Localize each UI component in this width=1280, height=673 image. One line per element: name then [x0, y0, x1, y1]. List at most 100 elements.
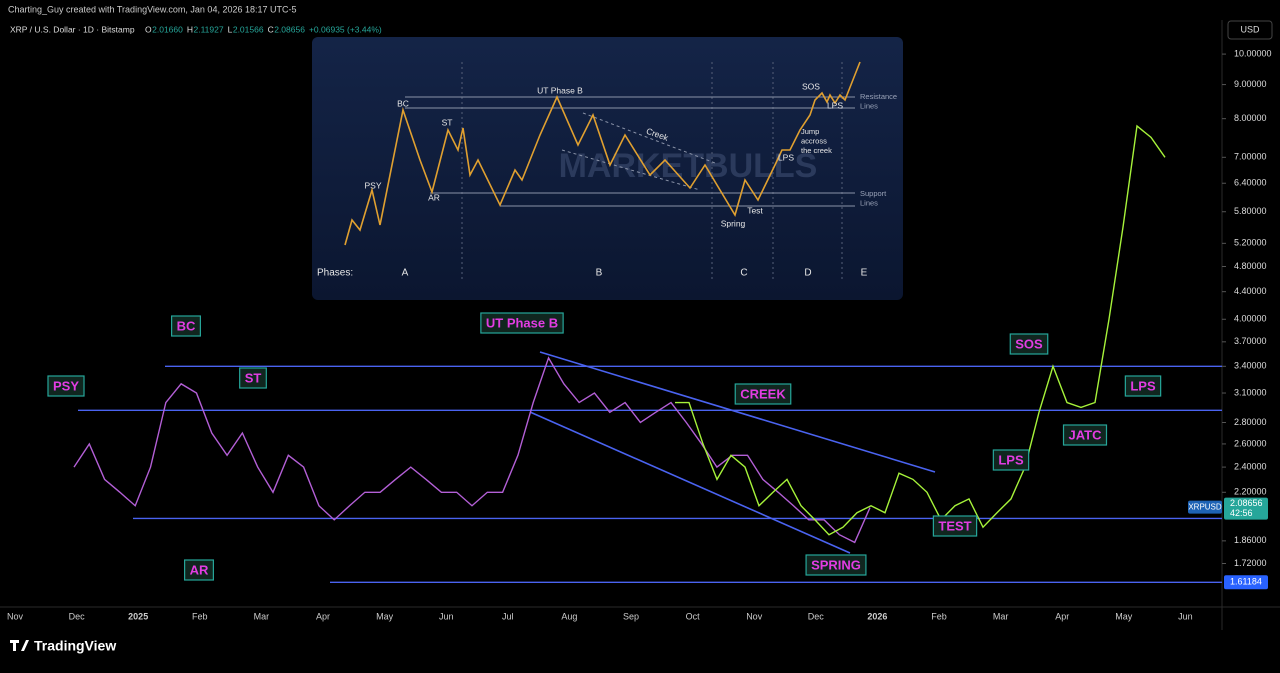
x-tick-label: 2025: [128, 611, 148, 621]
symbol-header: XRP / U.S. Dollar · 1D · Bitstamp O 2.016…: [10, 24, 382, 34]
annotation-box: [1062, 424, 1108, 446]
schematic-label: LPS: [827, 100, 843, 110]
schematic-label: SOS: [802, 81, 820, 91]
schematic-note: the creek: [801, 146, 832, 155]
y-tick-label: 5.80000: [1234, 206, 1267, 216]
ohlc-part: 2.01660: [152, 24, 183, 34]
ohlc-part: C: [268, 24, 274, 34]
phase: C: [740, 268, 747, 279]
trend-lines: [529, 351, 936, 554]
annotation: UT Phase B: [486, 315, 558, 330]
y-tick-label: 8.00000: [1234, 113, 1267, 123]
y-tick-label: 7.00000: [1234, 152, 1267, 162]
phase: A: [402, 268, 409, 279]
annotation-box: [47, 375, 85, 397]
y-tick-label: 4.00000: [1234, 314, 1267, 324]
y-tick-label: 1.72000: [1234, 558, 1267, 568]
schematic-note: Resistance: [860, 92, 897, 101]
schematic-label: UT Phase B: [537, 85, 583, 95]
footer: TradingView: [10, 638, 116, 654]
y-tick-label: 3.70000: [1234, 336, 1267, 346]
annotation: SOS: [1015, 336, 1043, 351]
annotation: CREEK: [740, 386, 786, 401]
schematic-note: Support: [860, 189, 887, 198]
annotation-box: [734, 383, 792, 405]
annotation-box: [1124, 375, 1162, 397]
schematic-label: ST: [442, 117, 453, 127]
x-tick-label: Apr: [316, 611, 330, 621]
x-tick-label: Sep: [623, 611, 639, 621]
x-tick-label: Jun: [439, 611, 454, 621]
annotation: TEST: [938, 518, 971, 533]
symbol-box: [1188, 500, 1222, 514]
x-tick-label: Mar: [254, 611, 270, 621]
y-tick-label: 2.20000: [1234, 487, 1267, 497]
x-tick-label: Feb: [192, 611, 208, 621]
y-tick-label: 3.40000: [1234, 361, 1267, 371]
x-tick-label: Dec: [808, 611, 825, 621]
inset-lines: [405, 96, 855, 207]
schematic-note: Jump: [801, 127, 819, 136]
price-line: [675, 124, 1166, 536]
y-tick-label: 6.40000: [1234, 178, 1267, 188]
price-label: 2.08656: [1230, 498, 1263, 508]
ohlc-part: 2.08656: [274, 24, 305, 34]
y-tick-label: 4.80000: [1234, 261, 1267, 271]
price-line: [73, 356, 871, 544]
x-tick-label: Apr: [1055, 611, 1069, 621]
annotations: PSY BC ST AR UT Phase B CREEK SOS LPS JATC LPS TES…: [47, 312, 1162, 581]
schematic-label: Spring: [721, 218, 746, 228]
x-tick-label: Nov: [746, 611, 763, 621]
symbol-label: XRPUSD: [1188, 503, 1222, 512]
annotation: LPS: [998, 452, 1024, 467]
plot: [73, 124, 1222, 584]
created-note: Charting_Guy created with TradingView.co…: [8, 4, 297, 14]
annotation-box: [1009, 333, 1049, 355]
y-tick-label: 3.10000: [1234, 387, 1267, 397]
symbol: XRP / U.S. Dollar · 1D · Bitstamp: [10, 24, 135, 34]
currency-button[interactable]: [1227, 20, 1273, 40]
y-tick-label: 2.80000: [1234, 417, 1267, 427]
phases-title: Phases:: [317, 268, 353, 279]
phase-dividers: [461, 62, 843, 280]
x-tick-label: May: [1115, 611, 1133, 621]
annotation: ST: [245, 370, 262, 385]
annotation-box: [184, 559, 214, 581]
annotation-box: [480, 312, 564, 334]
annotation: SPRING: [811, 557, 861, 572]
x-tick-label: Mar: [993, 611, 1009, 621]
annotation: LPS: [1130, 378, 1156, 393]
ohlc-part: 2.11927: [194, 24, 224, 34]
x-tick-label: 2026: [867, 611, 887, 621]
inset-panel: [312, 37, 903, 300]
annotation: PSY: [53, 378, 79, 393]
x-tick-label: Jun: [1178, 611, 1193, 621]
y-tick-label: 1.86000: [1234, 535, 1267, 545]
schematic-label: BC: [397, 98, 409, 108]
countdown: 42:56: [1230, 508, 1253, 518]
annotation-box: [805, 554, 867, 576]
schematic-label: AR: [428, 192, 440, 202]
ohlc-part: H: [187, 24, 193, 34]
annotation: AR: [190, 562, 209, 577]
ohlc-part: L: [228, 24, 233, 34]
x-tick-label: Aug: [561, 611, 577, 621]
schematic-label: PSY: [364, 180, 381, 190]
schematic-label: Test: [747, 205, 763, 215]
level-label-box: [1224, 575, 1268, 590]
axes: 10.00000 9.00000 8.00000 7.00000 6.40000 5.80…: [7, 48, 1272, 621]
ohlc-part: 2.01566: [233, 24, 264, 34]
schematic-path: [344, 61, 861, 246]
brand: TradingView: [34, 638, 116, 654]
y-tick-label: 4.40000: [1234, 286, 1267, 296]
annotation-box: [171, 315, 201, 337]
x-tick-label: Feb: [931, 611, 947, 621]
currency: USD: [1240, 24, 1260, 34]
phase: E: [861, 268, 868, 279]
annotation-box: [932, 515, 978, 537]
x-tick-label: Nov: [7, 611, 24, 621]
y-tick-label: 2.40000: [1234, 461, 1267, 471]
ohlc-part: O: [145, 24, 152, 34]
